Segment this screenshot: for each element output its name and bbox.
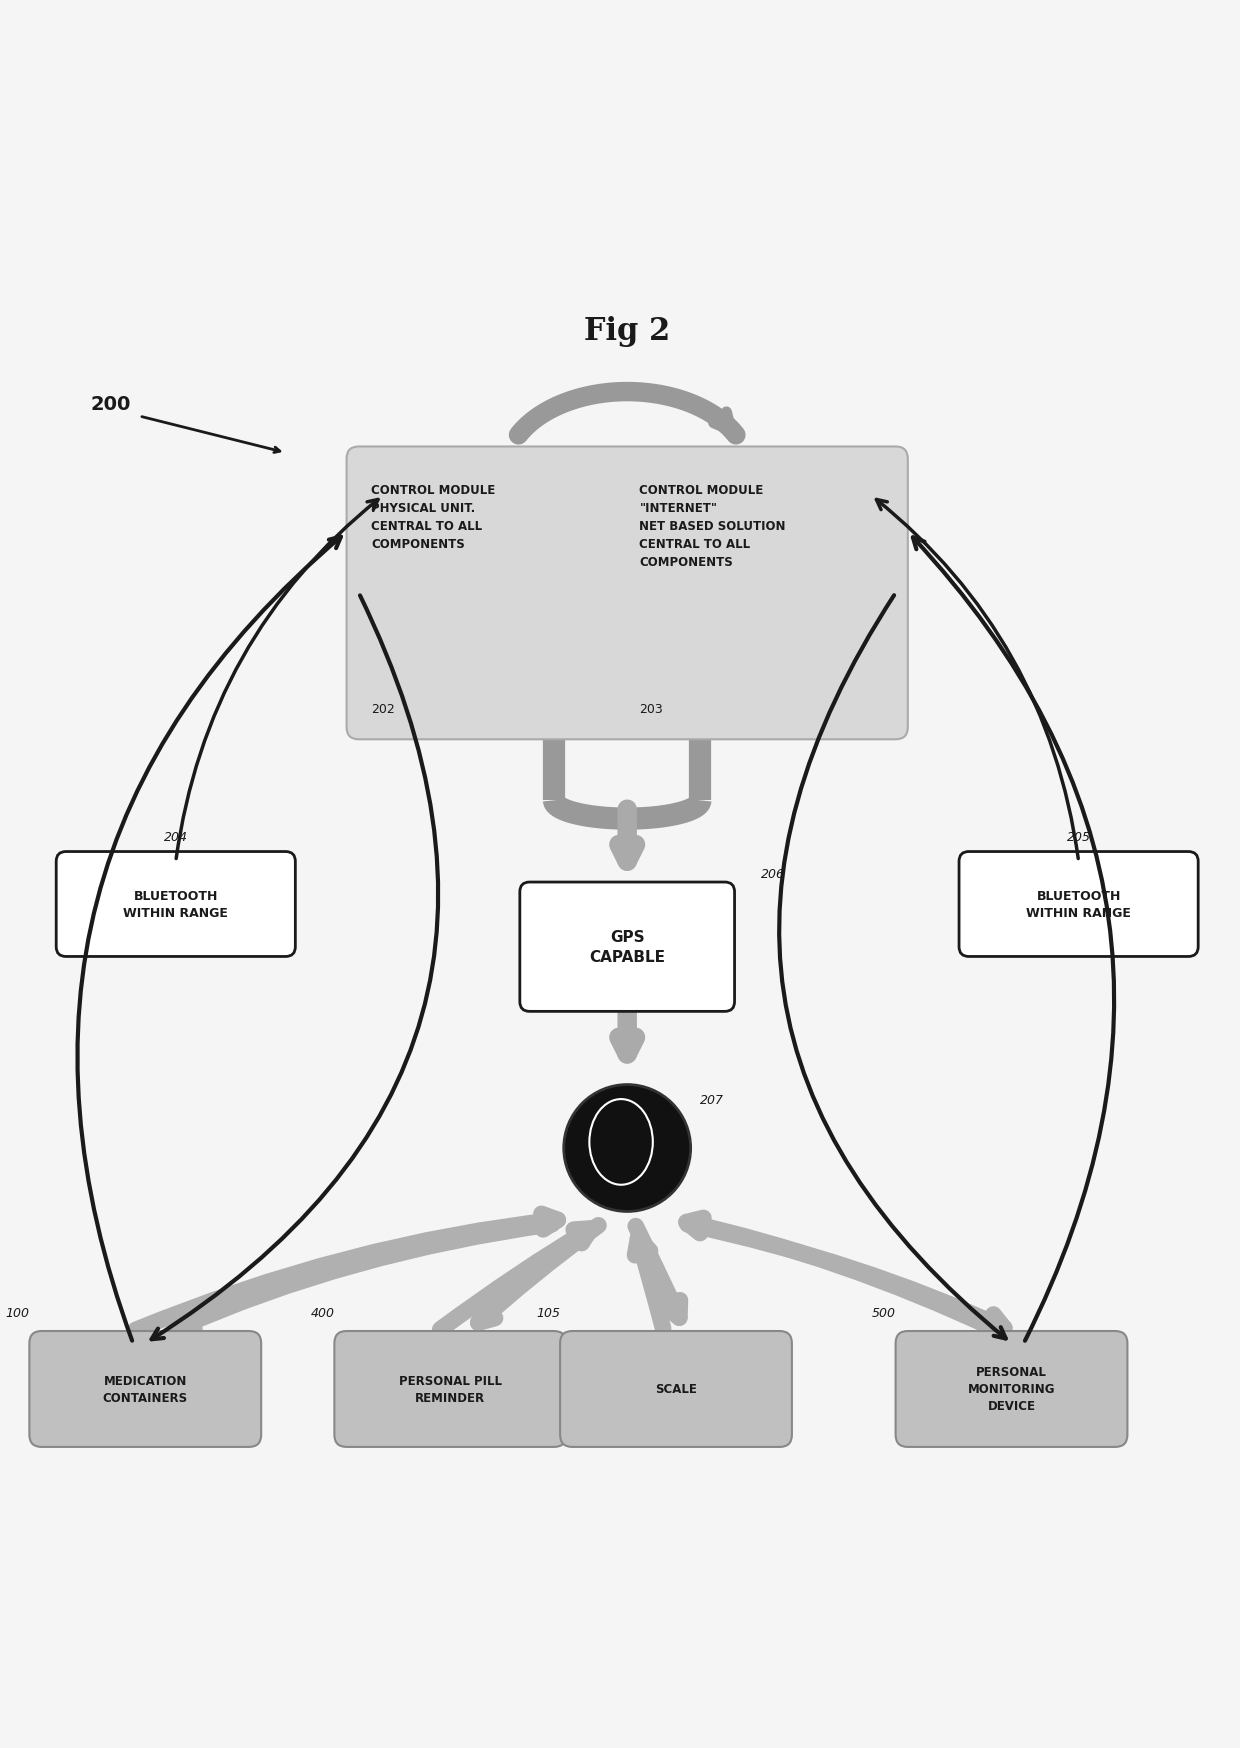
- FancyArrowPatch shape: [779, 596, 1006, 1339]
- FancyArrowPatch shape: [635, 1238, 663, 1328]
- FancyArrowPatch shape: [151, 596, 438, 1339]
- Text: 500: 500: [872, 1306, 895, 1320]
- Text: BLUETOOTH
WITHIN RANGE: BLUETOOTH WITHIN RANGE: [123, 890, 228, 919]
- FancyArrowPatch shape: [440, 1229, 591, 1330]
- Text: PERSONAL PILL
REMINDER: PERSONAL PILL REMINDER: [399, 1374, 502, 1404]
- FancyBboxPatch shape: [895, 1332, 1127, 1447]
- FancyBboxPatch shape: [347, 447, 908, 739]
- FancyBboxPatch shape: [335, 1332, 567, 1447]
- Text: GPS
CAPABLE: GPS CAPABLE: [589, 930, 665, 965]
- Circle shape: [564, 1086, 691, 1211]
- FancyArrowPatch shape: [479, 1225, 599, 1323]
- Text: 206: 206: [761, 867, 785, 879]
- FancyBboxPatch shape: [56, 851, 295, 956]
- FancyArrowPatch shape: [877, 500, 1079, 858]
- FancyArrowPatch shape: [77, 537, 341, 1341]
- FancyBboxPatch shape: [959, 851, 1198, 956]
- Text: 207: 207: [701, 1092, 724, 1106]
- Text: SCALE: SCALE: [655, 1383, 697, 1395]
- Text: MEDICATION
CONTAINERS: MEDICATION CONTAINERS: [103, 1374, 187, 1404]
- Text: CONTROL MODULE
"INTERNET"
NET BASED SOLUTION
CENTRAL TO ALL
COMPONENTS: CONTROL MODULE "INTERNET" NET BASED SOLU…: [640, 484, 786, 568]
- FancyBboxPatch shape: [520, 883, 734, 1012]
- Text: 204: 204: [164, 830, 187, 844]
- Text: PERSONAL
MONITORING
DEVICE: PERSONAL MONITORING DEVICE: [967, 1365, 1055, 1412]
- FancyArrowPatch shape: [913, 538, 1115, 1341]
- Text: 202: 202: [371, 703, 394, 715]
- FancyArrowPatch shape: [687, 1225, 1004, 1328]
- FancyArrowPatch shape: [176, 500, 378, 858]
- FancyArrowPatch shape: [687, 1218, 997, 1330]
- Text: 205: 205: [1066, 830, 1091, 844]
- Text: 105: 105: [536, 1306, 560, 1320]
- Text: 200: 200: [91, 395, 130, 414]
- Text: CONTROL MODULE
PHYSICAL UNIT.
CENTRAL TO ALL
COMPONENTS: CONTROL MODULE PHYSICAL UNIT. CENTRAL TO…: [371, 484, 495, 551]
- FancyArrowPatch shape: [177, 1224, 552, 1330]
- Text: 100: 100: [5, 1306, 30, 1320]
- FancyArrowPatch shape: [135, 1215, 558, 1330]
- FancyBboxPatch shape: [30, 1332, 262, 1447]
- Text: 400: 400: [310, 1306, 335, 1320]
- Text: 203: 203: [640, 703, 663, 715]
- Text: BLUETOOTH
WITHIN RANGE: BLUETOOTH WITHIN RANGE: [1027, 890, 1131, 919]
- Text: Fig 2: Fig 2: [584, 316, 671, 346]
- FancyArrowPatch shape: [636, 1227, 680, 1318]
- FancyBboxPatch shape: [560, 1332, 792, 1447]
